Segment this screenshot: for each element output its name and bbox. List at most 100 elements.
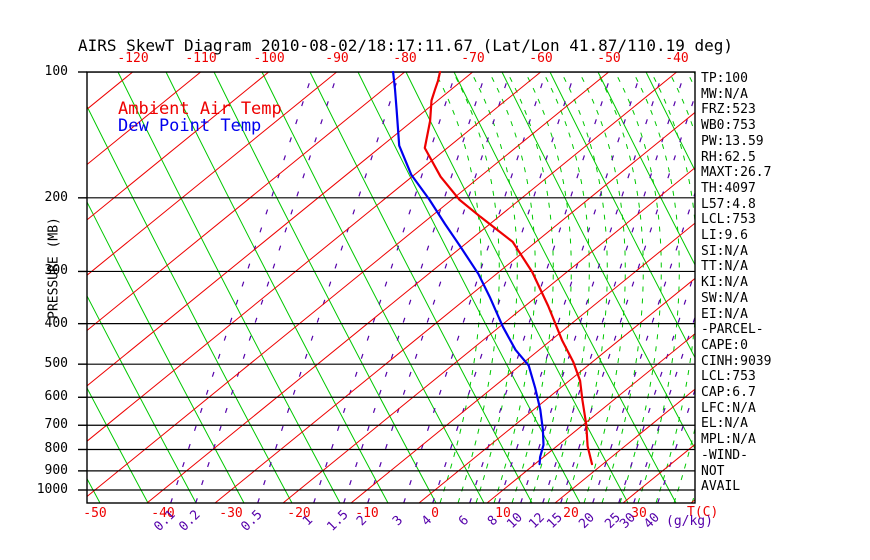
- isotherm-line: [282, 167, 695, 503]
- stat-line: MPL:N/A: [701, 432, 756, 448]
- moist-adiabat-line: [777, 72, 823, 503]
- moist-adiabat-line: [795, 72, 841, 503]
- isotherm-line: [554, 388, 695, 503]
- mixing-ratio-line: [313, 72, 457, 503]
- isotherm-line: [87, 72, 338, 276]
- top-temp-label: -120: [117, 51, 149, 66]
- stat-line: CAPE:0: [701, 337, 748, 353]
- plot-frame: [86, 71, 696, 504]
- stat-line: FRZ:523: [701, 102, 756, 118]
- dry-adiabat-line: [213, 72, 437, 503]
- stat-line: LCL:753: [701, 369, 756, 385]
- stat-line: LFC:N/A: [701, 400, 756, 416]
- dry-adiabat-line: [165, 72, 389, 503]
- dry-adiabat-line: [261, 72, 485, 503]
- isotherm-line: [87, 72, 610, 498]
- dry-adiabat-line: [87, 200, 245, 503]
- bottom-temp-label: -10: [355, 506, 379, 521]
- pressure-tick-label: 700: [44, 417, 68, 433]
- moist-adiabat-line: [668, 72, 695, 503]
- ambient-temp-curve: [423, 70, 594, 466]
- bottom-temp-label: 30: [631, 506, 647, 521]
- top-temp-label: -70: [461, 51, 485, 66]
- pressure-tick-label: 200: [44, 189, 68, 205]
- mixing-ratio-line: [542, 72, 686, 503]
- bottom-temp-label: 10: [495, 506, 511, 521]
- dry-adiabat-line: [309, 72, 533, 503]
- dry-adiabat-line: [453, 72, 677, 503]
- stat-line: NOT: [701, 463, 725, 479]
- moist-adiabat-line: [542, 72, 590, 503]
- isotherm-line: [87, 72, 270, 221]
- pressure-tick-label: 900: [44, 462, 68, 478]
- dry-adiabat-line: [405, 72, 629, 503]
- bottom-temp-label: -40: [151, 506, 175, 521]
- page-title: AIRS SkewT Diagram 2010-08-02/18:17:11.6…: [78, 36, 734, 55]
- dry-adiabat-line: [549, 72, 695, 359]
- moist-adiabat-line: [578, 72, 626, 503]
- bottom-temp-label: -50: [83, 506, 107, 521]
- dry-adiabat-line: [87, 294, 197, 503]
- top-temp-label: -40: [665, 51, 689, 66]
- stat-line: SI:N/A: [701, 243, 748, 259]
- moist-adiabat-line: [488, 72, 536, 503]
- stat-line: RH:62.5: [701, 149, 756, 165]
- isotherm-line: [350, 222, 695, 503]
- stat-line: EI:N/A: [701, 306, 748, 322]
- moist-adiabat-line: [650, 72, 695, 503]
- stat-line: -PARCEL-: [701, 322, 764, 338]
- moist-adiabat-line: [452, 72, 500, 503]
- stat-line: LCL:753: [701, 212, 756, 228]
- isotherm-line: [87, 72, 474, 387]
- stat-line: SW:N/A: [701, 290, 748, 306]
- pressure-tick-label: 300: [44, 263, 68, 279]
- bottom-temp-label: 20: [563, 506, 579, 521]
- top-temp-label: -100: [253, 51, 285, 66]
- top-temp-label: -50: [597, 51, 621, 66]
- stat-line: TP:100: [701, 71, 748, 86]
- moist-adiabat-line: [813, 72, 859, 503]
- top-temp-label: -60: [529, 51, 553, 66]
- isotherm-line: [418, 277, 695, 503]
- moist-adiabat-line: [470, 72, 518, 503]
- stat-line: LI:9.6: [701, 228, 748, 243]
- mixing-ratio-line: [403, 72, 547, 503]
- stat-line: MAXT:26.7: [701, 165, 772, 181]
- grid-lines: [87, 72, 859, 503]
- mixing-ratio-unit-label: (g/kg): [666, 514, 713, 529]
- moist-adiabat-line: [596, 72, 644, 503]
- dry-adiabat-line: [357, 72, 581, 503]
- legend-dew-point-temp: Dew Point Temp: [118, 116, 262, 136]
- legend-ambient-air-temp: Ambient Air Temp: [118, 99, 282, 119]
- stat-line: MW:N/A: [701, 86, 748, 102]
- stat-line: TH:4097: [701, 180, 756, 196]
- mixing-ratio-line: [343, 72, 487, 503]
- bottom-temp-label: 0: [431, 506, 439, 521]
- pressure-tick-label: 100: [44, 64, 68, 79]
- isotherm-line: [87, 72, 202, 166]
- stat-line: KI:N/A: [701, 275, 748, 291]
- stat-line: -WIND-: [701, 447, 748, 463]
- temperature-unit-label: T(C): [687, 505, 719, 520]
- moist-adiabat-line: [434, 72, 482, 503]
- stat-line: CAP:6.7: [701, 385, 756, 400]
- mixing-ratio-line: [170, 72, 314, 503]
- bottom-temp-label: -30: [219, 506, 243, 521]
- pressure-tick-label: 600: [44, 389, 68, 405]
- moist-adiabat-line: [759, 72, 805, 503]
- mixing-ratio-line: [257, 72, 401, 503]
- dry-adiabat-line: [597, 72, 695, 266]
- pressure-tick-label: 1000: [36, 482, 68, 497]
- pressure-tick-label: 500: [44, 356, 68, 372]
- dry-adiabat-line: [87, 105, 293, 503]
- isotherm-line: [146, 72, 678, 503]
- isotherm-line: [214, 111, 695, 503]
- isotherm-line: [87, 72, 406, 332]
- moist-adiabat-line: [506, 72, 554, 503]
- dew-point-curve: [392, 70, 545, 466]
- dry-adiabat-line: [645, 72, 695, 172]
- dry-adiabat-line: [117, 72, 341, 503]
- mixing-ratio-line: [432, 72, 576, 503]
